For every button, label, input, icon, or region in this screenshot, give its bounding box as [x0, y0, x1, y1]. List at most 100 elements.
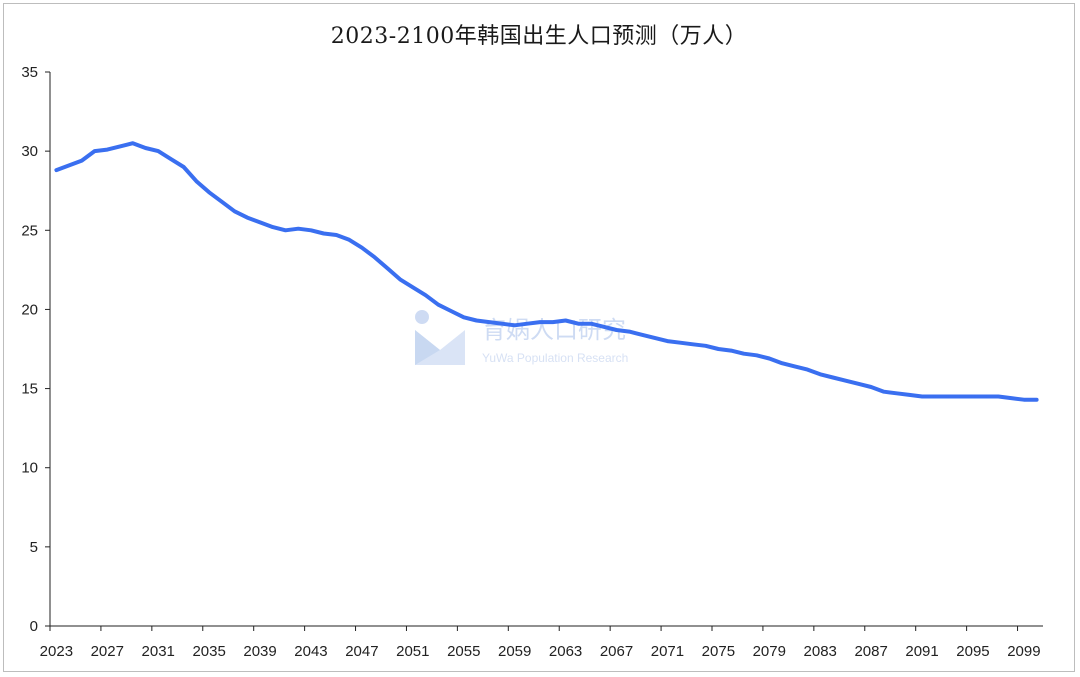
- data-point: [182, 165, 186, 169]
- data-point: [487, 320, 491, 324]
- data-point: [194, 179, 198, 183]
- data-point: [831, 376, 835, 379]
- x-tick-label: 2031: [142, 643, 175, 660]
- data-point: [895, 391, 899, 395]
- data-point: [284, 228, 287, 232]
- data-point: [322, 232, 326, 235]
- data-point: [958, 395, 962, 398]
- data-point: [500, 322, 504, 326]
- data-point: [551, 320, 555, 324]
- data-point: [207, 190, 211, 194]
- y-tick-label: 35: [21, 64, 38, 81]
- data-point: [424, 293, 428, 297]
- data-point: [360, 246, 364, 250]
- data-point: [806, 368, 809, 372]
- data-point: [118, 144, 122, 148]
- data-point: [245, 216, 249, 220]
- data-point: [1022, 398, 1026, 402]
- data-point: [869, 385, 873, 389]
- data-point: [946, 395, 949, 398]
- data-point: [907, 393, 911, 397]
- x-tick-label: 2055: [447, 643, 480, 660]
- data-point: [716, 347, 720, 351]
- data-point: [729, 349, 733, 353]
- x-tick-label: 2095: [956, 643, 989, 660]
- data-point: [156, 149, 160, 153]
- data-point: [538, 320, 542, 324]
- data-point: [513, 323, 517, 327]
- y-tick-label: 10: [21, 460, 38, 477]
- data-point: [347, 238, 351, 242]
- watermark-logo-icon: [415, 310, 465, 365]
- data-point: [475, 319, 478, 322]
- data-point: [67, 163, 71, 167]
- x-tick-label: 2063: [549, 643, 582, 660]
- data-point: [105, 148, 109, 152]
- x-tick-label: 2039: [243, 643, 276, 660]
- data-point: [882, 390, 886, 394]
- x-tick-label: 2087: [854, 643, 887, 660]
- data-point: [144, 146, 147, 150]
- data-point: [80, 159, 84, 163]
- data-point: [54, 168, 58, 172]
- data-point: [856, 382, 860, 386]
- x-tick-label: 2035: [192, 643, 225, 660]
- data-point: [793, 364, 797, 368]
- watermark: 育娲人口研究 YuWa Population Research: [415, 310, 628, 365]
- x-axis-ticks: 2023 2027 2031 2035 2039 2043 2047 2051 2055 2059…: [40, 626, 1041, 660]
- series-line: [54, 141, 1039, 402]
- data-point: [678, 341, 682, 345]
- data-point: [1009, 396, 1013, 400]
- data-point: [398, 277, 402, 281]
- x-tick-label: 2099: [1007, 643, 1040, 660]
- data-point: [525, 322, 529, 326]
- x-tick-label: 2023: [40, 643, 73, 660]
- y-tick-label: 5: [30, 539, 38, 556]
- chart-frame: 2023-2100年韩国出生人口预测（万人）: [3, 3, 1075, 672]
- y-axis-ticks: 0 5 10 15 20 25 30 35: [21, 64, 50, 635]
- data-point: [296, 227, 300, 231]
- data-point: [385, 266, 389, 270]
- y-tick-label: 20: [21, 301, 38, 318]
- data-point: [373, 255, 377, 259]
- y-tick-label: 25: [21, 222, 38, 239]
- data-point: [258, 220, 262, 224]
- data-point: [844, 379, 848, 383]
- x-tick-label: 2075: [702, 643, 735, 660]
- x-tick-label: 2071: [651, 643, 684, 660]
- data-point: [233, 209, 237, 213]
- data-point: [576, 322, 580, 326]
- data-point: [653, 336, 657, 340]
- y-tick-label: 0: [30, 618, 38, 635]
- data-point: [971, 395, 975, 398]
- x-tick-label: 2059: [498, 643, 531, 660]
- data-point: [704, 344, 708, 348]
- x-tick-label: 2043: [294, 643, 327, 660]
- data-point: [818, 372, 822, 376]
- watermark-en: YuWa Population Research: [482, 351, 628, 365]
- data-point: [564, 319, 568, 322]
- data-point: [589, 322, 593, 326]
- data-point: [742, 352, 746, 356]
- data-point: [920, 395, 924, 398]
- data-point: [615, 328, 618, 332]
- data-point: [309, 228, 313, 232]
- data-point: [462, 315, 466, 319]
- data-point: [640, 333, 644, 337]
- data-point: [665, 339, 669, 343]
- data-point: [169, 157, 173, 161]
- data-point: [220, 200, 224, 204]
- data-point: [780, 361, 784, 365]
- x-tick-label: 2067: [600, 643, 633, 660]
- data-point: [334, 233, 338, 237]
- axes: [49, 72, 1043, 627]
- data-point: [131, 141, 135, 145]
- data-point: [436, 303, 440, 307]
- data-point: [411, 285, 415, 289]
- data-point: [271, 225, 275, 229]
- y-tick-label: 30: [21, 143, 38, 160]
- data-point: [691, 342, 695, 346]
- x-tick-label: 2083: [804, 643, 837, 660]
- chart-title: 2023-2100年韩国出生人口预测（万人）: [330, 24, 748, 49]
- data-point: [755, 353, 759, 357]
